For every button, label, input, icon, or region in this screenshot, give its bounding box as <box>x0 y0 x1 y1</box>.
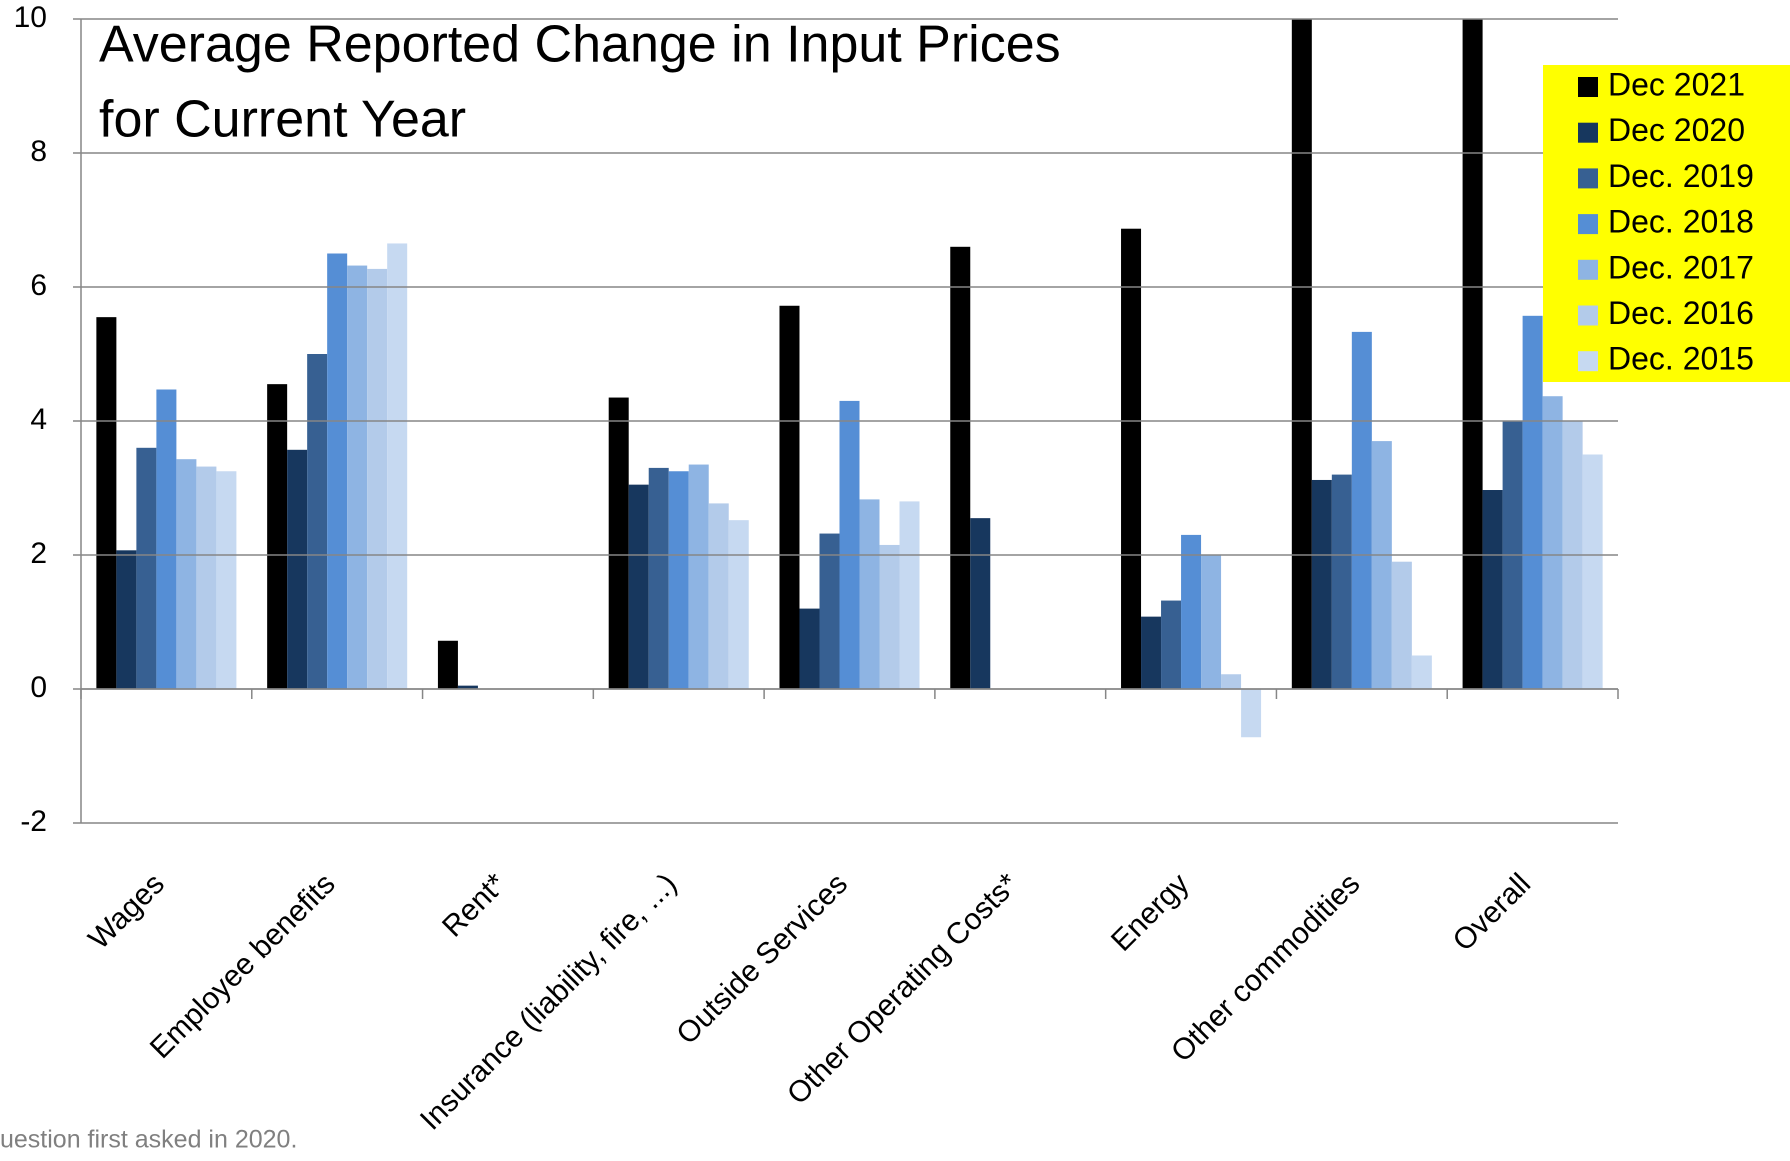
x-tick-label: Wages <box>82 867 171 956</box>
y-tick-label: 10 <box>14 1 47 34</box>
bar <box>668 471 689 689</box>
y-tick-label: -2 <box>20 805 47 838</box>
y-tick-label: 0 <box>30 671 47 704</box>
legend-swatch <box>1578 214 1598 235</box>
bar <box>156 389 177 689</box>
y-tick-label: 6 <box>30 269 47 302</box>
y-tick-label: 8 <box>30 135 47 168</box>
bar <box>387 243 408 689</box>
bar <box>1371 441 1392 689</box>
footnote: uestion first asked in 2020. <box>0 1126 297 1154</box>
bar <box>287 449 308 689</box>
bar <box>1391 561 1412 689</box>
bar <box>1522 315 1543 689</box>
bar <box>708 503 729 689</box>
bar <box>819 533 840 689</box>
legend-swatch <box>1578 259 1598 280</box>
x-tick-label: Overall <box>1447 867 1538 958</box>
bar <box>950 246 971 690</box>
bar <box>648 467 669 689</box>
legend-label: Dec 2021 <box>1608 66 1745 102</box>
y-tick-label: 2 <box>30 537 47 570</box>
bar <box>859 499 880 689</box>
x-tick-label: Employee benefits <box>144 867 342 1065</box>
legend-swatch <box>1578 351 1598 372</box>
bar <box>1482 490 1503 689</box>
bar <box>1411 655 1432 689</box>
bar <box>136 447 157 689</box>
bar <box>1542 396 1563 689</box>
legend-label: Dec. 2015 <box>1608 341 1754 377</box>
bar <box>799 608 820 689</box>
bar <box>970 518 991 689</box>
bar <box>176 459 197 689</box>
bar <box>899 501 920 689</box>
bar <box>1141 616 1162 689</box>
bar <box>367 268 388 689</box>
legend-swatch <box>1578 305 1598 326</box>
bar <box>1351 331 1372 689</box>
legend-label: Dec. 2017 <box>1608 249 1754 285</box>
bar <box>1331 474 1352 689</box>
bar <box>327 253 348 689</box>
legend-label: Dec 2020 <box>1608 112 1745 148</box>
bar <box>839 400 860 689</box>
legend-label: Dec. 2019 <box>1608 158 1754 194</box>
legend-label: Dec. 2016 <box>1608 295 1754 331</box>
bar <box>1181 534 1202 689</box>
bar <box>96 317 117 689</box>
bar <box>196 466 217 689</box>
bar <box>216 471 237 689</box>
y-tick-label: 4 <box>30 403 47 436</box>
bar <box>116 550 137 689</box>
bar <box>457 685 478 689</box>
legend-swatch <box>1578 122 1598 143</box>
x-tick-label: Energy <box>1105 867 1196 958</box>
bar <box>879 544 900 689</box>
bar <box>1201 555 1222 689</box>
bar <box>347 265 368 689</box>
bar <box>1462 19 1483 689</box>
chart-title: Average Reported Change in Input Prices <box>99 16 1061 74</box>
bar <box>1582 454 1603 689</box>
bar <box>728 520 749 689</box>
bar <box>1241 689 1262 738</box>
bar <box>1291 19 1312 689</box>
legend-swatch <box>1578 77 1598 97</box>
bar <box>688 464 709 689</box>
bar <box>608 397 629 689</box>
chart-title: for Current Year <box>99 91 466 149</box>
bar <box>437 640 458 689</box>
bar <box>1311 479 1332 689</box>
bar <box>1121 228 1142 689</box>
x-tick-label: Other commodities <box>1165 867 1366 1068</box>
bar <box>1161 600 1182 689</box>
bar <box>307 354 328 689</box>
x-tick-label: Outside Services <box>670 867 854 1051</box>
bar <box>267 384 288 689</box>
x-tick-label: Rent* <box>436 867 513 944</box>
legend-label: Dec. 2018 <box>1608 204 1754 240</box>
legend-swatch <box>1578 168 1598 189</box>
bar <box>628 484 649 689</box>
bar <box>779 305 800 689</box>
bar <box>1221 674 1242 689</box>
